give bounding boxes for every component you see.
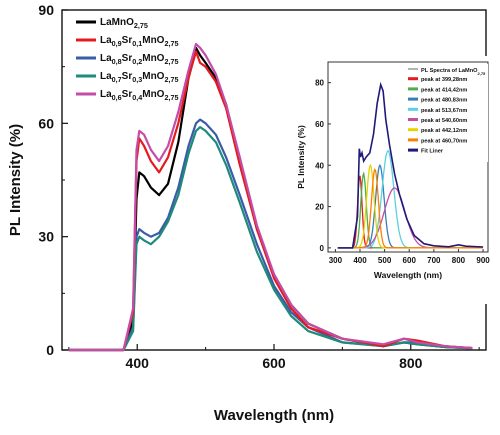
- inset-legend-label: peak at 414,42nm: [421, 87, 467, 93]
- inset-legend-swatch: [408, 97, 418, 101]
- label-part: La: [100, 53, 112, 64]
- label-part: MnO: [142, 71, 164, 82]
- label-part: MnO: [142, 35, 164, 46]
- inset-legend-title: PL Spectra of LaMnO2,75: [421, 68, 486, 76]
- series-line: [68, 42, 473, 352]
- subscript: 0,9: [112, 39, 122, 48]
- x-tick-label: 600: [262, 355, 286, 371]
- inset-chart: 300 400 500 600 700 800 900 0 20 40 60 80 Wavelength…: [296, 56, 494, 304]
- label-part: La: [100, 71, 112, 82]
- inset-x-tick-label: 900: [476, 256, 490, 265]
- inset-legend-swatch: [408, 87, 418, 91]
- legend-label: La0,8Sr0,2MnO2,75: [100, 53, 178, 66]
- inset-y-axis-title: PL Intensity (%): [296, 125, 306, 189]
- inset-x-tick-label: 700: [427, 256, 441, 265]
- subscript: 2,75: [477, 71, 486, 76]
- x-axis-title: Wavelength (nm): [214, 407, 334, 424]
- label-part: Sr: [122, 71, 133, 82]
- subscript: 0,8: [112, 57, 122, 66]
- inset-legend-label: peak at 540,60nm: [421, 118, 467, 124]
- series-line: [68, 50, 473, 352]
- inset-legend-label: Fit Liner: [421, 149, 444, 155]
- inset-x-axis-title: Wavelength (nm): [374, 270, 442, 280]
- label-part: PL Spectra of LaMnO: [421, 68, 478, 74]
- subscript: 2,75: [164, 39, 178, 48]
- x-tick-label: 800: [399, 355, 423, 371]
- inset-peak-line: [337, 168, 483, 249]
- y-tick-label: 90: [38, 2, 54, 18]
- inset-legend-label: peak at 442,12nm: [421, 128, 467, 134]
- y-tick-label: 0: [46, 342, 54, 358]
- subscript: 0,4: [132, 93, 142, 102]
- inset-x-tick-label: 500: [378, 256, 392, 265]
- inset-y-tick-label: 80: [315, 79, 324, 88]
- label-part: MnO: [142, 53, 164, 64]
- label-part: MnO: [142, 89, 164, 100]
- label-part: LaMnO: [100, 17, 134, 28]
- subscript: 0,7: [112, 75, 122, 84]
- inset-y-tick-label: 60: [315, 120, 324, 129]
- series-line: [68, 126, 473, 352]
- legend-label: LaMnO2,75: [100, 17, 148, 30]
- inset-legend-label: peak at 513,67nm: [421, 108, 467, 114]
- inset-legend-box: [404, 64, 488, 162]
- inset-x-tick-label: 300: [329, 256, 343, 265]
- inset-legend-swatch: [408, 138, 418, 142]
- inset-x-tick-label: 400: [353, 256, 367, 265]
- subscript: 2,75: [164, 57, 178, 66]
- inset-legend-swatch: [408, 77, 418, 81]
- legend-label: La0,6Sr0,4MnO2,75: [100, 89, 178, 102]
- subscript: 0,2: [132, 57, 142, 66]
- label-part: Sr: [122, 53, 133, 64]
- inset-legend-swatch: [408, 128, 418, 132]
- inset-fit-line: [337, 81, 484, 249]
- inset-y-tick-label: 20: [315, 203, 324, 212]
- y-tick-label: 60: [38, 115, 54, 131]
- inset-legend-label: peak at 460,70nm: [421, 138, 467, 144]
- inset-legend-label: peak at 399,28nm: [421, 77, 467, 83]
- subscript: 2,75: [164, 93, 178, 102]
- label-part: Sr: [122, 89, 133, 100]
- inset-legend-swatch: [408, 118, 418, 121]
- x-tick-label: 400: [126, 355, 150, 371]
- label-part: La: [100, 89, 112, 100]
- subscript: 0,3: [132, 75, 142, 84]
- label-part: La: [100, 35, 112, 46]
- subscript: 2,75: [134, 21, 148, 30]
- inset-y-tick-label: 0: [320, 244, 325, 253]
- y-tick-label: 30: [38, 229, 54, 245]
- legend: LaMnO2,75La0,9Sr0,1MnO2,75La0,8Sr0,2MnO2…: [76, 17, 178, 102]
- inset-x-tick-label: 800: [452, 256, 466, 265]
- inset-legend-swatch: [408, 148, 418, 152]
- subscript: 0,1: [132, 39, 142, 48]
- subscript: 0,6: [112, 93, 122, 102]
- inset-x-tick-label: 600: [403, 256, 417, 265]
- inset-legend-label: peak at 480,83nm: [421, 98, 467, 104]
- legend-label: La0,9Sr0,1MnO2,75: [100, 35, 178, 48]
- y-axis-title: PL Intensity (%): [7, 124, 24, 236]
- inset-y-tick-label: 40: [315, 161, 324, 170]
- subscript: 2,75: [164, 75, 178, 84]
- inset-legend-swatch: [408, 107, 418, 111]
- legend-label: La0,7Sr0,3MnO2,75: [100, 71, 178, 84]
- label-part: Sr: [122, 35, 133, 46]
